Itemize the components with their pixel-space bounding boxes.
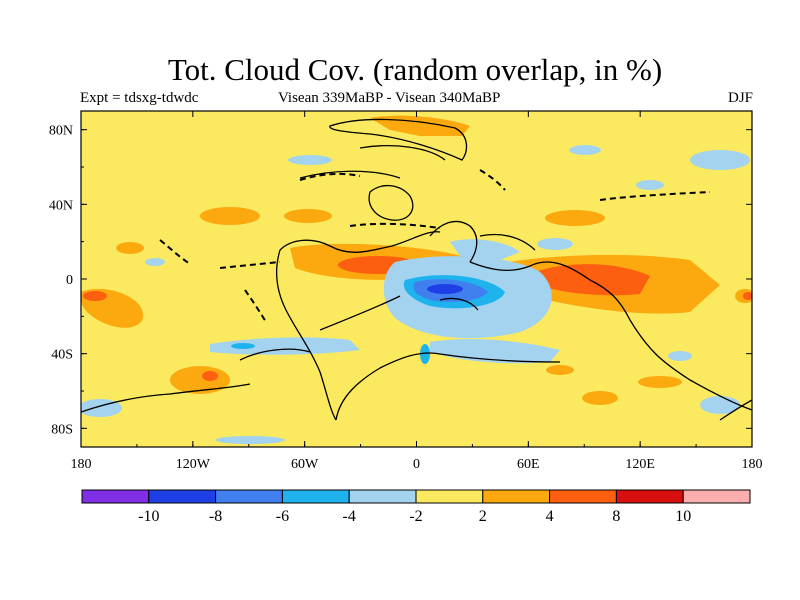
colorbar-label: -6 bbox=[276, 508, 289, 525]
colorbar: -10 -8 -6 -4 -2 2 4 8 10 bbox=[81, 489, 751, 525]
colorbar-swatch bbox=[281, 489, 350, 504]
colorbar-label: 10 bbox=[675, 508, 691, 525]
y-axis: 80N 40N 0 40S 80S bbox=[49, 124, 752, 437]
anomaly-field bbox=[81, 115, 752, 444]
x-tick-label: 180 bbox=[742, 457, 763, 472]
y-tick-label: 0 bbox=[66, 273, 73, 288]
colorbar-swatch bbox=[415, 489, 484, 504]
experiment-label: Expt = tdsxg-tdwdc bbox=[80, 90, 199, 106]
dashed-coastlines bbox=[159, 169, 711, 323]
x-tick-label: 60E bbox=[517, 457, 540, 472]
y-tick-label: 40N bbox=[49, 198, 73, 213]
x-tick-label: 0 bbox=[413, 457, 420, 472]
colorbar-label: -4 bbox=[343, 508, 356, 525]
colorbar-swatch bbox=[615, 489, 684, 504]
x-tick-label: 180 bbox=[71, 457, 92, 472]
colorbar-swatch bbox=[482, 489, 551, 504]
y-tick-label: 80N bbox=[49, 124, 73, 139]
colorbar-swatch bbox=[549, 489, 617, 504]
colorbar-label: 4 bbox=[546, 508, 554, 525]
very-strong-negative-anomaly-patches bbox=[427, 284, 463, 294]
colorbar-swatch bbox=[148, 489, 217, 504]
period-label: Visean 339MaBP - Visean 340MaBP bbox=[278, 90, 501, 106]
colorbar-swatch bbox=[348, 489, 417, 504]
paleo-coastlines bbox=[81, 118, 752, 421]
colorbar-label: -10 bbox=[138, 508, 159, 525]
colorbar-label: 2 bbox=[479, 508, 487, 525]
colorbar-swatch bbox=[81, 489, 150, 504]
strong-positive-anomaly-patches bbox=[83, 256, 752, 381]
season-label: DJF bbox=[727, 90, 753, 106]
x-tick-label: 120E bbox=[625, 457, 655, 472]
colorbar-label: -2 bbox=[409, 508, 422, 525]
x-tick-label: 120W bbox=[176, 457, 211, 472]
plot-title: Tot. Cloud Cov. (random overlap, in %) bbox=[167, 52, 663, 87]
colorbar-label: -8 bbox=[209, 508, 222, 525]
colorbar-swatch bbox=[682, 489, 751, 504]
x-axis: 180 120W 60W 0 60E 120E 180 bbox=[71, 111, 763, 472]
colorbar-swatch bbox=[215, 489, 283, 504]
y-tick-label: 80S bbox=[51, 422, 73, 437]
x-tick-label: 60W bbox=[291, 457, 319, 472]
colorbar-label: 8 bbox=[612, 508, 620, 525]
y-tick-label: 40S bbox=[51, 348, 73, 363]
